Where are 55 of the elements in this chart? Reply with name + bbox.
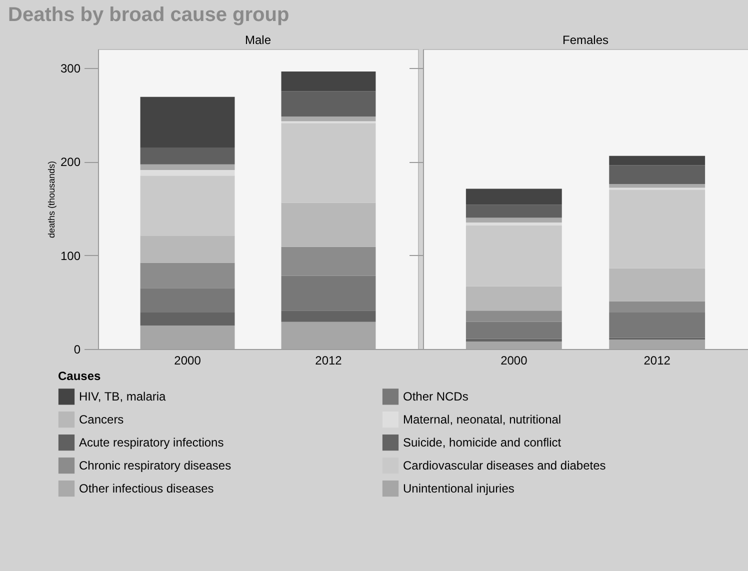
bar xyxy=(466,286,562,311)
bar xyxy=(466,310,562,322)
bar xyxy=(609,312,706,338)
legend-label: Chronic respiratory diseases xyxy=(79,458,232,472)
bar xyxy=(609,190,706,268)
bar xyxy=(140,176,235,236)
bar xyxy=(466,188,562,205)
legend-label: Other infectious diseases xyxy=(79,482,214,496)
x-tick-label: 2012 xyxy=(644,354,671,368)
bar xyxy=(140,170,235,176)
y-tick-label: 200 xyxy=(60,155,81,169)
bar xyxy=(466,225,562,286)
bar xyxy=(466,338,562,342)
chart-title: Deaths by broad cause group xyxy=(8,4,290,27)
bar xyxy=(281,116,376,122)
legend-label: HIV, TB, malaria xyxy=(79,390,166,404)
x-tick-label: 2012 xyxy=(315,354,342,368)
bar xyxy=(281,276,376,311)
legend-label: Acute respiratory infections xyxy=(79,436,224,450)
legend-label: Cardiovascular diseases and diabetes xyxy=(403,458,606,472)
bar xyxy=(281,202,376,247)
x-tick-label: 2000 xyxy=(500,354,528,368)
bar xyxy=(140,262,235,288)
bar xyxy=(609,184,706,188)
bar xyxy=(609,268,706,302)
legend-title: Causes xyxy=(58,369,102,383)
legend-label: Other NCDs xyxy=(403,390,468,404)
bar xyxy=(466,322,562,339)
bar xyxy=(140,96,235,148)
bar xyxy=(609,165,706,184)
x-tick-label: 2000 xyxy=(174,354,202,368)
legend-label: Cancers xyxy=(79,412,124,426)
bar xyxy=(281,246,376,276)
y-tick-label: 0 xyxy=(74,342,81,356)
bar xyxy=(140,312,235,326)
bar xyxy=(466,204,562,218)
y-tick-label: 300 xyxy=(60,61,81,76)
bar xyxy=(609,156,706,166)
bar xyxy=(140,288,235,312)
bar xyxy=(140,164,235,170)
legend-label: Suicide, homicide and conflict xyxy=(403,436,562,450)
chart-subtitle: Male xyxy=(244,33,272,47)
y-axis-title: deaths (thousands) xyxy=(46,160,56,238)
legend-label: Maternal, neonatal, nutritional xyxy=(403,412,562,426)
y-tick-label: 100 xyxy=(60,248,81,263)
bar xyxy=(140,147,235,164)
bar xyxy=(281,310,376,322)
bar xyxy=(140,236,235,263)
bar xyxy=(281,72,376,92)
chart-subtitle: Females xyxy=(562,33,609,47)
bar xyxy=(281,123,376,203)
legend-label: Unintentional injuries xyxy=(403,482,514,496)
bar xyxy=(609,301,706,312)
bar xyxy=(466,218,562,222)
bar xyxy=(281,91,376,116)
